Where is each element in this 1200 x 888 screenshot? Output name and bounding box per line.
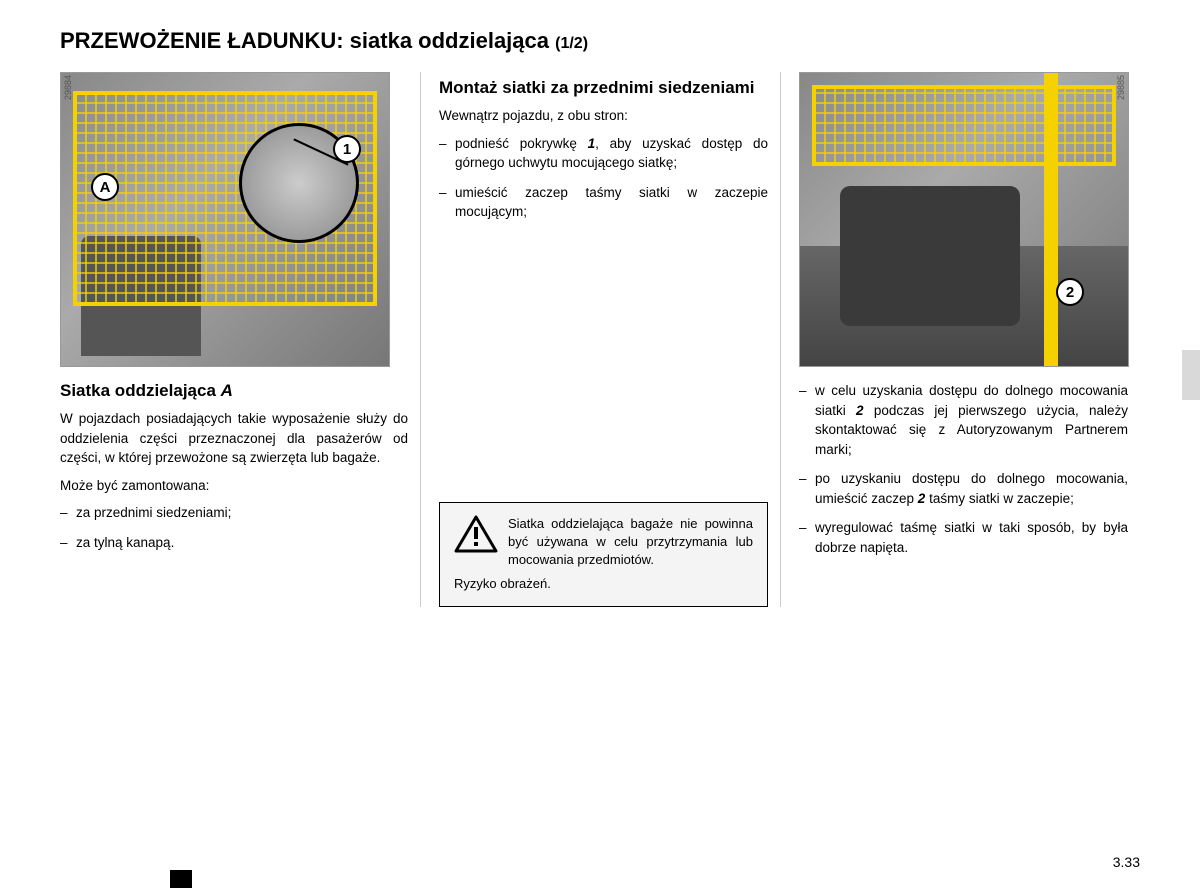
col1-p1: W pojazdach posiadających takie wyposaże… [60,409,408,468]
figure-1-id: 29884 [63,75,73,100]
callout-2: 2 [1056,278,1084,306]
col1-li1: za przednimi siedzeniami; [60,503,408,523]
callout-A: A [91,173,119,201]
side-tab [1182,350,1200,400]
col3-li2: po uzyskaniu dostępu do dolnego mocowani… [799,469,1128,508]
column-2: Montaż siatki za przednimi siedzeniami W… [420,72,780,607]
title-sub: siatka oddzielająca [350,28,549,53]
col3-li3: wyregulować taśmę siatki w taki sposób, … [799,518,1128,557]
page-number: 3.33 [1113,854,1140,870]
warning-icon [454,515,498,553]
figure-2: 29885 2 [799,72,1129,367]
col1-heading: Siatka oddzielająca A Siatka oddzielając… [60,381,408,401]
col3-list: w celu uzyskania dostępu do dolnego moco… [799,381,1128,558]
col2-list: podnieść pokrywkę 1, aby uzyskać dostęp … [439,134,768,222]
title-counter: (1/2) [555,35,588,52]
warning-risk: Ryzyko obrażeń. [454,569,753,593]
col2-li1: podnieść pokrywkę 1, aby uzyskać dostęp … [439,134,768,173]
warning-text: Siatka oddzielająca bagaże nie powinna b… [454,515,753,570]
callout-1: 1 [333,135,361,163]
col3-li1: w celu uzyskania dostępu do dolnego moco… [799,381,1128,459]
title-main: PRZEWOŻENIE ŁADUNKU: [60,28,344,53]
page-title: PRZEWOŻENIE ŁADUNKU: siatka oddzielająca… [60,28,1140,54]
figure-1: 29884 A 1 [60,72,390,367]
figure-2-id: 29885 [1116,75,1126,100]
col2-heading: Montaż siatki za przednimi siedzeniami [439,78,768,98]
col1-li2: za tylną kanapą. [60,533,408,553]
col2-p1: Wewnątrz pojazdu, z obu stron: [439,106,768,126]
col2-li2: umieścić zaczep taśmy siatki w zaczepie … [439,183,768,222]
col1-p2: Może być zamontowana: [60,476,408,496]
warning-box: Siatka oddzielająca bagaże nie powinna b… [439,502,768,607]
footer-mark [170,870,192,888]
column-3: 29885 2 w celu uzyskania dostępu do doln… [780,72,1140,607]
column-1: 29884 A 1 Siatka oddzielająca A Siatka o… [60,72,420,607]
col1-list: za przednimi siedzeniami; za tylną kanap… [60,503,408,552]
